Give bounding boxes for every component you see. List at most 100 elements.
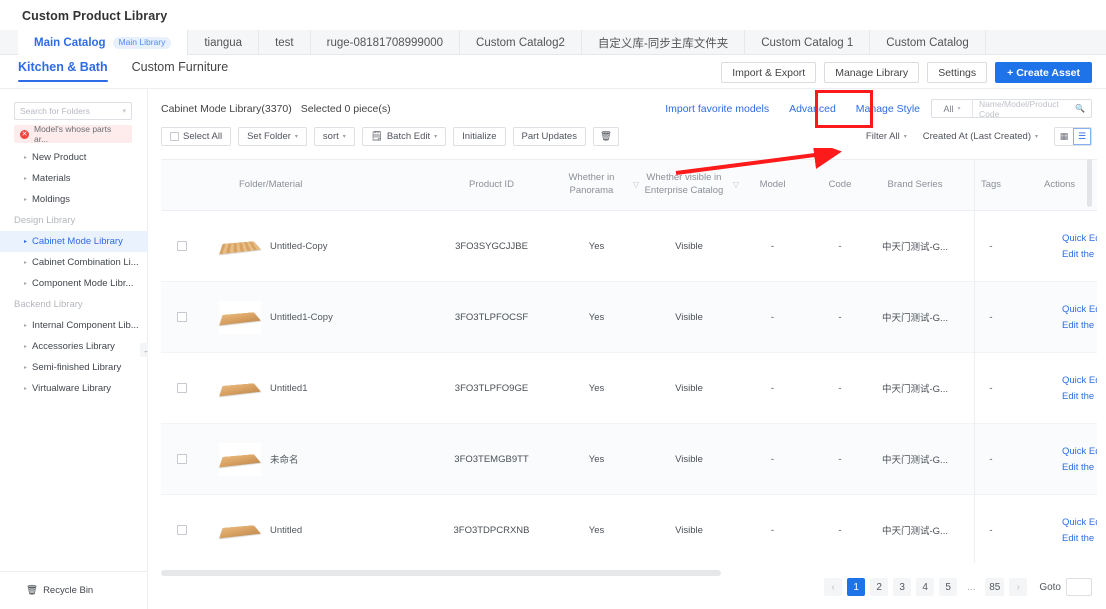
row-action-1[interactable]: Edit the model	[1062, 532, 1097, 544]
sidebar-item-11[interactable]: ▸ Virtualware Library	[0, 378, 148, 399]
pagination-page-4[interactable]: 4	[916, 578, 935, 596]
grid-view-icon[interactable]: ▦	[1055, 128, 1073, 145]
table-vertical-scrollbar[interactable]	[1087, 159, 1092, 563]
pagination-page-85[interactable]: 85	[985, 578, 1005, 596]
row-checkbox-cell	[161, 312, 203, 322]
sidebar-item-5[interactable]: ▸ Cabinet Combination Li...	[0, 252, 148, 273]
sidebar-item-9[interactable]: ▸ Accessories Library	[0, 336, 148, 357]
row-pid-cell: 3FO3TEMGB9TT	[454, 453, 529, 465]
pagination-prev[interactable]: ‹	[824, 578, 843, 596]
trash-icon: 🗑	[26, 585, 39, 596]
column-header-code: Code	[806, 179, 874, 192]
search-input[interactable]: Name/Model/Product Code 🔍	[973, 100, 1091, 117]
search-scope-select[interactable]: All ▾	[932, 100, 973, 117]
toolbar-button-1[interactable]: Set Folder ▾	[238, 127, 307, 146]
top-action-button-1[interactable]: Manage Library	[824, 62, 920, 83]
section-tab-0[interactable]: Kitchen & Bath	[18, 60, 108, 82]
folder-search-input[interactable]: Search for Folders ▾	[14, 102, 132, 120]
pagination-page-1[interactable]: 1	[847, 578, 866, 596]
row-checkbox[interactable]	[177, 312, 187, 322]
catalog-tab-1[interactable]: tiangua	[188, 30, 260, 55]
row-action-1[interactable]: Edit the model	[1062, 319, 1097, 331]
sidebar-item-8[interactable]: ▸ Internal Component Lib...	[0, 315, 148, 336]
row-checkbox-cell	[161, 525, 203, 535]
row-actions-cell: Quick Editing Edit the model	[1026, 517, 1097, 544]
search-icon: 🔍	[1075, 104, 1085, 113]
filter-funnel-icon[interactable]: ▽	[632, 179, 639, 189]
catalog-tab-label: test	[275, 36, 294, 49]
row-checkbox[interactable]	[177, 525, 187, 535]
sidebar-item-4[interactable]: ▸ Cabinet Mode Library	[0, 231, 148, 252]
sidebar: Search for Folders ▾ ✕ Model's whose par…	[0, 89, 154, 609]
goto-input[interactable]	[1066, 578, 1092, 596]
row-vis-cell: Visible	[675, 382, 703, 394]
row-checkbox[interactable]	[177, 383, 187, 393]
sidebar-item-2[interactable]: ▸ Moldings	[0, 189, 148, 210]
search-scope-value: All	[943, 103, 954, 114]
row-action-0[interactable]: Quick Editing	[1062, 232, 1097, 244]
main-link-1[interactable]: Advanced	[789, 103, 836, 115]
pagination-page-2[interactable]: 2	[870, 578, 889, 596]
sidebar-item-label: Materials	[32, 173, 71, 184]
top-action-button-3[interactable]: + Create Asset	[995, 62, 1092, 83]
sidebar-item-0[interactable]: ▸ New Product	[0, 147, 148, 168]
catalog-tab-3[interactable]: ruge-08181708999000	[311, 30, 461, 55]
column-header-label: Actions	[1044, 178, 1076, 190]
sidebar-item-label: Semi-finished Library	[32, 362, 122, 373]
toolbar-button-3[interactable]: 🗒 Batch Edit ▾	[361, 127, 447, 146]
row-action-0[interactable]: Quick Editing	[1062, 445, 1097, 457]
toolbar-button-2[interactable]: sort ▾	[313, 127, 355, 146]
catalog-tab-7[interactable]: Custom Catalog	[870, 30, 986, 55]
row-checkbox[interactable]	[177, 454, 187, 464]
column-header-label: Product ID	[469, 178, 514, 190]
pagination-page-5[interactable]: 5	[939, 578, 958, 596]
top-action-button-2[interactable]: Settings	[927, 62, 988, 83]
filter-select-1[interactable]: Created At (Last Created) ▾	[923, 131, 1038, 142]
toolbar-button-4[interactable]: Initialize	[453, 127, 506, 146]
filter-select-label: Created At (Last Created)	[922, 131, 1031, 142]
filter-select-0[interactable]: Filter All ▾	[866, 131, 907, 142]
pagination-page-3[interactable]: 3	[893, 578, 912, 596]
filter-row: Filter All ▾ Created At (Last Created) ▾ ▦ ☰	[866, 127, 1092, 146]
row-action-0[interactable]: Quick Editing	[1062, 303, 1097, 315]
sidebar-item-models-warning[interactable]: ✕ Model's whose parts ar...	[14, 125, 132, 143]
sidebar-item-6[interactable]: ▸ Component Mode Libr...	[0, 273, 148, 294]
row-action-1[interactable]: Edit the model	[1062, 248, 1097, 260]
row-action-0[interactable]: Quick Editing	[1062, 516, 1097, 528]
scrollbar-thumb[interactable]	[1087, 159, 1092, 207]
toolbar-button-6[interactable]: 🗑	[592, 127, 620, 146]
sidebar-item-10[interactable]: ▸ Semi-finished Library	[0, 357, 148, 378]
row-brand-cell: 中天门测试-G...	[882, 455, 948, 466]
row-action-links: Quick Editing Edit the model	[1044, 446, 1097, 473]
row-action-links: Quick Editing Edit the model	[1044, 233, 1097, 260]
row-checkbox[interactable]	[177, 241, 187, 251]
row-action-1[interactable]: Edit the model	[1062, 390, 1097, 402]
row-action-links: Quick Editing Edit the model	[1044, 517, 1097, 544]
catalog-tab-label: Custom Catalog2	[476, 36, 565, 49]
row-action-1[interactable]: Edit the model	[1062, 461, 1097, 473]
table-row: Untitled1-Copy 3FO3TLPFOCSF Yes Visible - - 中天…	[161, 282, 1097, 353]
main-link-0[interactable]: Import favorite models	[665, 103, 770, 115]
catalog-tab-5[interactable]: 自定义库-同步主库文件夹	[582, 30, 746, 55]
catalog-tab-label: Main Catalog	[34, 36, 106, 49]
section-tab-1[interactable]: Custom Furniture	[131, 60, 229, 74]
product-thumbnail	[219, 371, 261, 405]
row-name-label: Untitled1-Copy	[270, 311, 333, 323]
toolbar-button-0[interactable]: Select All	[161, 127, 232, 146]
table-horizontal-scrollbar[interactable]	[161, 570, 721, 576]
catalog-tab-4[interactable]: Custom Catalog2	[460, 30, 582, 55]
toolbar-button-5[interactable]: Part Updates	[512, 127, 586, 146]
filter-funnel-icon[interactable]: ▽	[732, 179, 739, 189]
list-view-icon[interactable]: ☰	[1073, 128, 1091, 145]
sidebar-item-1[interactable]: ▸ Materials	[0, 168, 148, 189]
sidebar-item-recycle-bin[interactable]: 🗑 Recycle Bin	[0, 571, 148, 609]
top-action-button-0[interactable]: Import & Export	[721, 62, 817, 83]
catalog-tab-0[interactable]: Main Catalog Main Library	[18, 30, 189, 55]
main-link-2[interactable]: Manage Style	[855, 103, 920, 115]
sidebar-item-label: New Product	[32, 152, 87, 163]
pagination-next[interactable]: ›	[1009, 578, 1028, 596]
row-action-0[interactable]: Quick Editing	[1062, 374, 1097, 386]
catalog-tab-6[interactable]: Custom Catalog 1	[745, 30, 871, 55]
catalog-tab-2[interactable]: test	[259, 30, 311, 55]
